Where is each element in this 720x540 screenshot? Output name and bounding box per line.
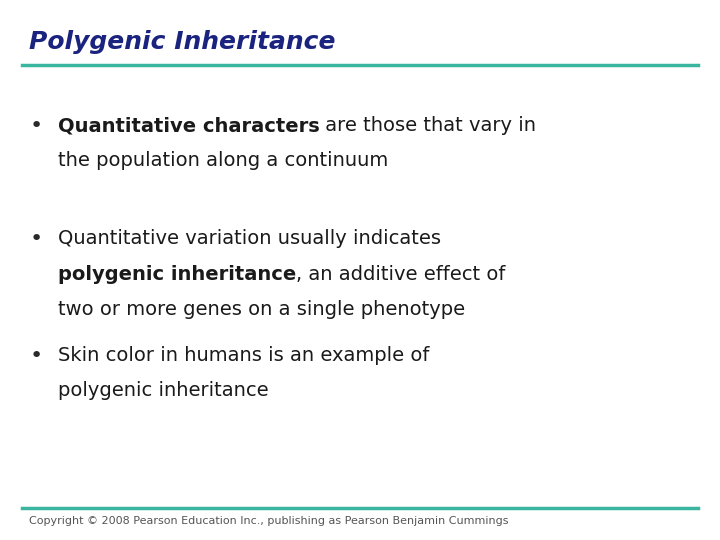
Text: Quantitative characters: Quantitative characters: [58, 116, 320, 135]
Text: polygenic inheritance: polygenic inheritance: [58, 381, 269, 400]
Text: •: •: [30, 230, 42, 249]
Text: Copyright © 2008 Pearson Education Inc., publishing as Pearson Benjamin Cummings: Copyright © 2008 Pearson Education Inc.,…: [29, 516, 508, 526]
Text: •: •: [30, 116, 42, 136]
Text: •: •: [30, 346, 42, 366]
Text: Skin color in humans is an example of: Skin color in humans is an example of: [58, 346, 429, 365]
Text: are those that vary in: are those that vary in: [320, 116, 536, 135]
Text: the population along a continuum: the population along a continuum: [58, 151, 388, 170]
Text: polygenic inheritance: polygenic inheritance: [58, 265, 296, 284]
Text: two or more genes on a single phenotype: two or more genes on a single phenotype: [58, 300, 464, 319]
Text: , an additive effect of: , an additive effect of: [296, 265, 505, 284]
Text: Polygenic Inheritance: Polygenic Inheritance: [29, 30, 336, 53]
Text: Quantitative variation usually indicates: Quantitative variation usually indicates: [58, 230, 441, 248]
